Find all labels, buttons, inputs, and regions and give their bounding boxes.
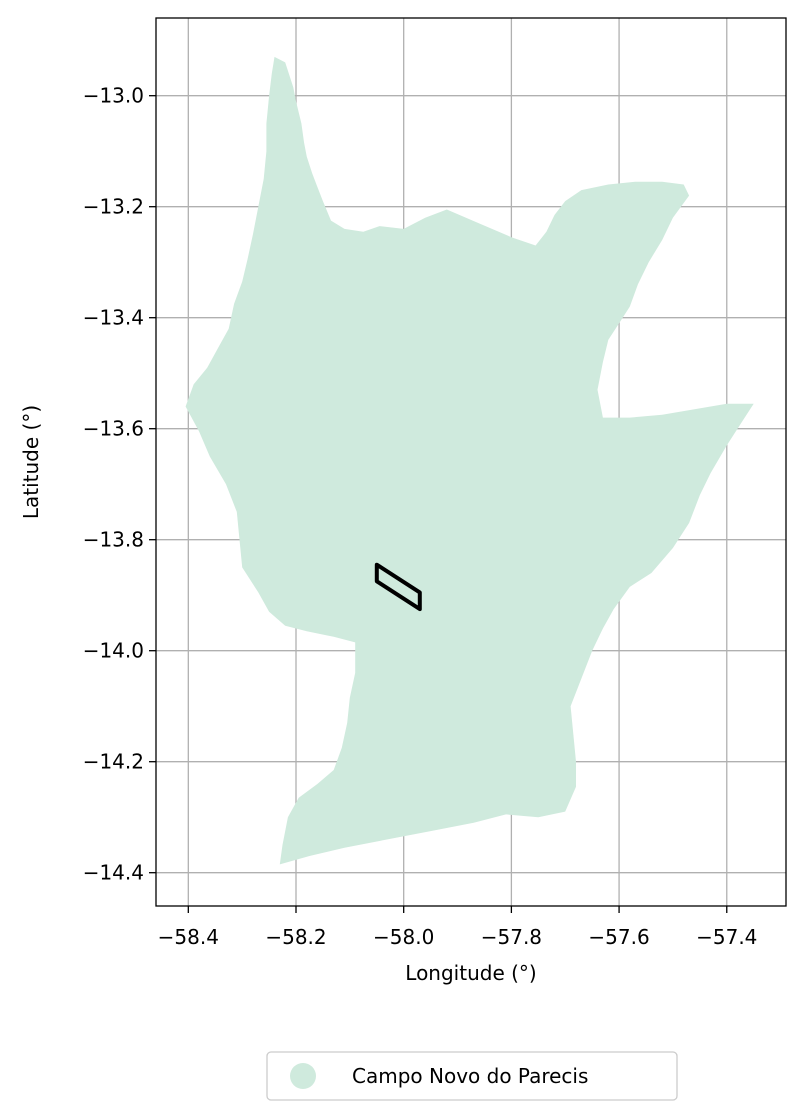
y-tick-label: −13.6 <box>83 417 144 441</box>
y-tick-label: −13.2 <box>83 195 144 219</box>
x-tick-label: −57.8 <box>481 925 542 949</box>
plot-frame <box>155 17 787 907</box>
y-tick-label: −13.8 <box>83 528 144 552</box>
municipality-polygon <box>185 56 754 865</box>
y-axis-ticks: −13.0 −13.2 −13.4 −13.6 −13.8 −14.0 −14.2 −14.4 <box>83 84 156 885</box>
x-axis-label: Longitude (°) <box>405 961 536 985</box>
x-tick-label: −57.4 <box>696 925 757 949</box>
x-tick-label: −57.6 <box>588 925 649 949</box>
x-tick-label: −58.4 <box>158 925 219 949</box>
y-tick-label: −14.0 <box>83 639 144 663</box>
y-tick-label: −13.4 <box>83 306 144 330</box>
y-tick-label: −14.4 <box>83 861 144 885</box>
y-axis-label: Latitude (°) <box>19 405 43 519</box>
legend: Campo Novo do Parecis <box>266 1051 678 1101</box>
legend-label: Campo Novo do Parecis <box>352 1064 588 1088</box>
legend-box <box>266 1051 678 1101</box>
x-tick-label: −58.0 <box>373 925 434 949</box>
y-tick-label: −13.0 <box>83 84 144 108</box>
x-tick-label: −58.2 <box>265 925 326 949</box>
y-tick-label: −14.2 <box>83 750 144 774</box>
legend-marker <box>290 1063 316 1089</box>
x-axis-ticks: −58.4 −58.2 −58.0 −57.8 −57.6 −57.4 <box>158 906 757 949</box>
highlighted-area-outline <box>374 562 422 612</box>
